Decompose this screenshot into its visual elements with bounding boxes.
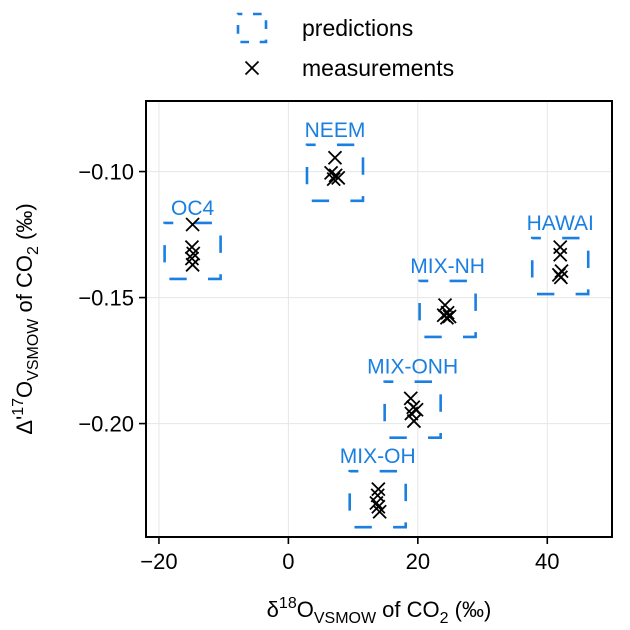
measurement-marker [404,406,419,421]
measurement-marker [327,150,343,165]
group-label: MIX-ONH [367,356,458,379]
legend-label: measurements [302,55,454,81]
measurement-marker [371,481,386,497]
y-tick-label: −0.20 [78,412,134,437]
measurement-marker [184,251,200,266]
measurement-marker [372,504,387,519]
prediction-marker [418,279,477,339]
measurement-marker [553,240,568,255]
x-tick-label: −20 [140,549,177,574]
measurement-marker [553,270,569,285]
measurement-marker [371,499,386,514]
measurement-marker [185,257,200,272]
measurement-marker [403,391,418,406]
legend-predictions-marker [236,12,268,44]
measurement-marker [369,495,384,511]
legend-label: predictions [302,15,413,41]
prediction-marker [530,236,590,296]
legend-measurements-marker [244,60,260,76]
x-tick-label: 0 [282,549,294,574]
plot-marks: NEEM OC4 HAWAI MIX-NH MIX-ONH MIX-OH [163,119,594,529]
prediction-marker [348,469,408,529]
measurement-marker [553,247,568,262]
y-tick-label: −0.15 [78,286,134,311]
x-tick-label: 20 [406,549,430,574]
plot-frame [145,100,613,538]
legend: predictions measurements [236,12,454,81]
x-axis-title: δ18OVSMOW of CO2 (‰) [267,595,492,627]
measurement-marker [439,310,455,325]
measurement-marker [442,309,457,324]
y-axis-title: Δ'17OVSMOW of CO2 (‰) [10,203,42,434]
group-label: HAWAI [527,212,594,235]
group-label: NEEM [305,119,366,142]
axes: −20 0 20 40 −0.10 −0.15 −0.20 [78,160,559,574]
measurement-marker [331,170,346,186]
group-label: OC4 [171,197,215,220]
y-tick-label: −0.10 [78,160,134,185]
prediction-marker [163,221,222,281]
measurement-marker [406,413,422,429]
prediction-marker [383,380,442,440]
grid-lines [146,101,612,537]
group-label: MIX-OH [340,445,416,468]
measurement-marker [440,305,455,320]
measurement-marker [186,246,201,261]
group-label: MIX-NH [410,255,485,278]
measurement-marker [185,217,200,232]
measurement-marker [326,171,341,187]
x-tick-label: 40 [535,549,559,574]
prediction-marker [305,143,365,203]
